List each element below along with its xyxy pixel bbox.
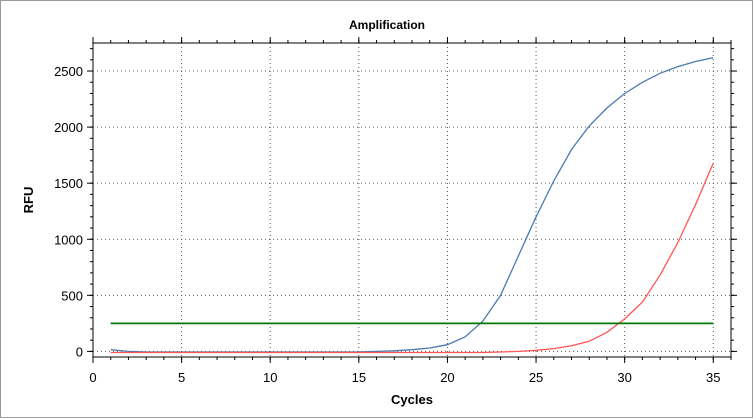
y-tick-label: 2500 [54, 64, 83, 79]
y-tick-label: 1000 [54, 232, 83, 247]
y-tick-label: 1500 [54, 176, 83, 191]
series-lines [110, 56, 714, 354]
x-tick-label: 15 [352, 370, 366, 385]
x-tick-labels: 0 5 10 15 20 25 30 35 [89, 370, 720, 385]
y-tick-label: 0 [76, 344, 83, 359]
x-tick-label: 20 [440, 370, 454, 385]
y-tick-label: 500 [61, 288, 83, 303]
x-tick-label: 30 [617, 370, 631, 385]
axis-ticks [87, 37, 737, 363]
x-tick-label: 25 [529, 370, 543, 385]
plot-area [92, 42, 732, 358]
grid-lines [93, 43, 731, 357]
y-axis-title: RFU [21, 187, 36, 214]
x-tick-label: 35 [706, 370, 720, 385]
y-tick-labels: 0 500 1000 1500 2000 2500 [54, 64, 83, 359]
x-tick-label: 10 [263, 370, 277, 385]
x-tick-label: 0 [89, 370, 96, 385]
y-tick-label: 2000 [54, 120, 83, 135]
x-axis-title: Cycles [391, 392, 433, 407]
series-line-2 [110, 162, 714, 354]
chart-title: Amplification [349, 18, 425, 32]
x-tick-label: 5 [178, 370, 185, 385]
